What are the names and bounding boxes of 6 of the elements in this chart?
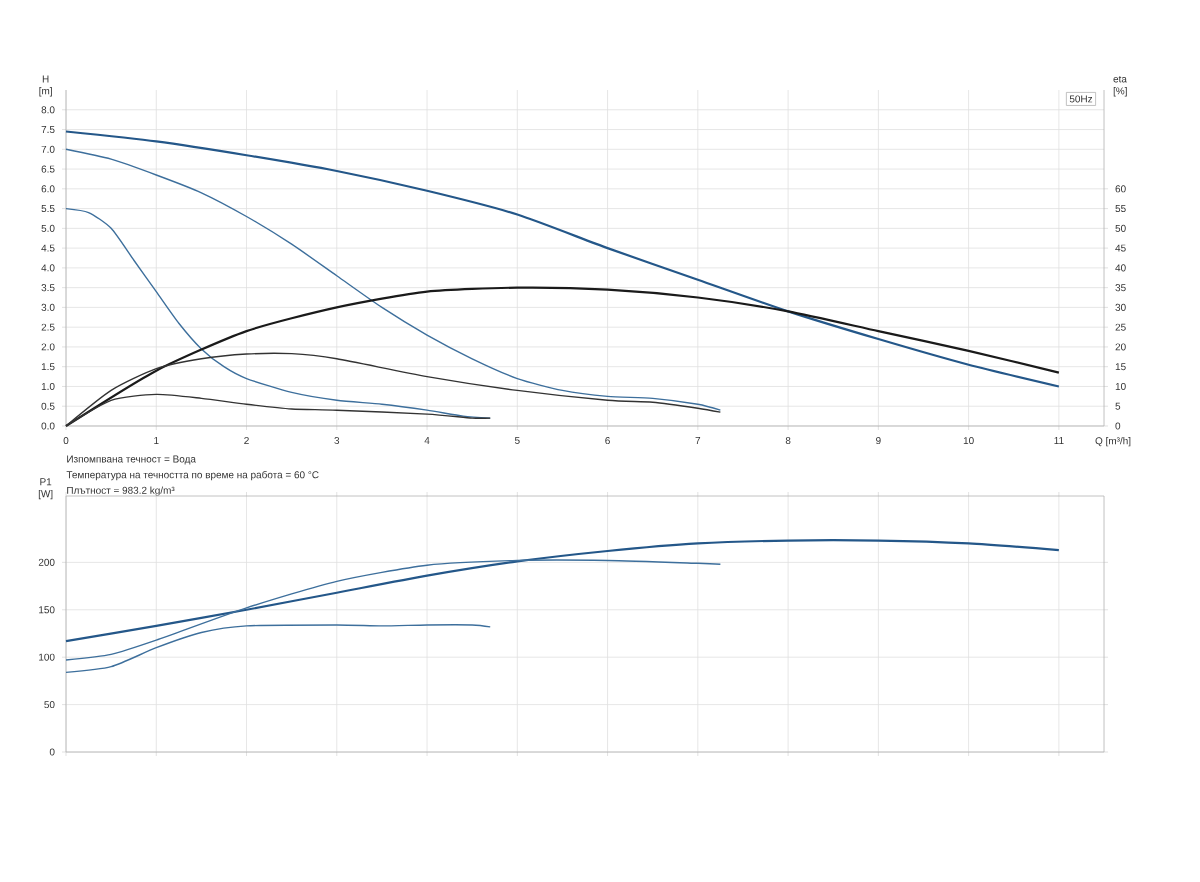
line-series: [64, 130, 1060, 388]
line-series: [65, 148, 722, 411]
line-series: [64, 539, 1060, 643]
line-series: [65, 559, 722, 661]
line-series: [65, 624, 491, 674]
line-series: [65, 207, 491, 419]
